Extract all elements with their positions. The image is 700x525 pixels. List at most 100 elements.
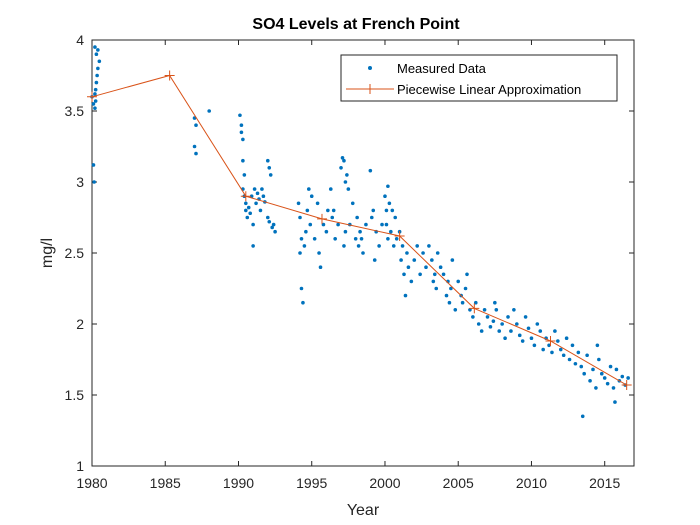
data-point — [412, 258, 417, 262]
x-tick-label: 1985 — [150, 475, 181, 491]
data-point — [608, 364, 613, 369]
approximation-vertex — [87, 91, 97, 102]
data-point — [424, 265, 428, 270]
data-point — [270, 225, 274, 230]
legend-box — [340, 54, 618, 102]
data-point — [494, 308, 499, 312]
x-tick-label: 1980 — [76, 475, 107, 491]
data-point — [391, 244, 396, 248]
data-point — [342, 244, 346, 248]
x-tick-label: 2000 — [369, 475, 400, 491]
legend-marker-approximation — [365, 84, 375, 94]
data-point — [614, 367, 619, 372]
data-point — [336, 222, 340, 227]
data-point — [532, 343, 537, 348]
data-point — [94, 80, 99, 85]
y-tick-label: 2.5 — [65, 245, 85, 261]
data-point — [384, 208, 389, 213]
x-tick-label: 1990 — [223, 475, 254, 491]
data-point — [626, 376, 630, 380]
data-point — [339, 166, 343, 170]
data-point — [597, 357, 601, 362]
data-point — [613, 400, 617, 404]
data-point — [307, 187, 311, 191]
data-point — [331, 208, 336, 213]
data-point — [258, 208, 263, 213]
data-point — [456, 279, 461, 284]
data-point — [346, 187, 351, 191]
data-point — [418, 272, 422, 277]
data-point — [403, 293, 408, 298]
data-point — [553, 329, 557, 333]
data-point — [244, 208, 248, 213]
data-point — [512, 308, 516, 312]
data-point — [252, 187, 257, 191]
data-point — [409, 279, 414, 284]
data-point — [345, 173, 349, 177]
data-point — [529, 336, 534, 341]
data-point — [358, 229, 362, 234]
data-point — [371, 208, 376, 213]
data-point — [95, 73, 99, 78]
y-axis: 1 1.5 2 2.5 3 3.5 4 — [65, 32, 634, 474]
data-point — [93, 106, 97, 110]
data-point — [541, 347, 545, 352]
data-point — [515, 322, 519, 326]
plot-area: 1 1.5 2 2.5 3 3.5 4 1980 1985 1990 1995 2000 2005 20… — [65, 32, 635, 491]
data-point — [239, 123, 244, 127]
data-point — [588, 379, 592, 383]
data-point — [315, 201, 320, 206]
y-tick-label: 3 — [76, 174, 84, 190]
data-point — [402, 272, 406, 277]
data-point — [368, 168, 373, 173]
data-point — [317, 251, 321, 255]
data-point — [580, 414, 585, 419]
data-point — [251, 244, 255, 248]
data-point — [96, 66, 100, 71]
data-point — [359, 237, 364, 241]
data-point — [550, 350, 554, 355]
data-point — [441, 272, 446, 277]
data-point — [602, 376, 607, 380]
approximation-vertex — [545, 336, 556, 347]
approximation-vertex — [394, 230, 405, 241]
data-point — [241, 137, 245, 142]
x-tick-label: 2005 — [443, 475, 474, 491]
data-point — [509, 329, 513, 333]
data-point — [447, 300, 452, 305]
data-point — [427, 244, 431, 248]
data-point — [570, 343, 575, 348]
data-point — [340, 156, 345, 160]
data-point — [582, 371, 586, 376]
approximation-vertex — [469, 303, 480, 314]
data-point — [194, 151, 198, 156]
data-point — [386, 237, 390, 241]
data-point — [380, 222, 384, 227]
data-point — [453, 308, 458, 312]
data-point — [432, 272, 437, 277]
x-tick-label: 2015 — [589, 475, 620, 491]
data-point — [564, 336, 569, 341]
data-point — [343, 180, 348, 184]
data-point — [599, 371, 604, 376]
data-point — [255, 191, 260, 196]
data-point — [207, 109, 211, 113]
data-point — [523, 315, 528, 319]
data-point — [328, 187, 333, 191]
data-point — [465, 272, 469, 277]
y-tick-label: 1.5 — [65, 387, 85, 403]
data-point — [567, 357, 572, 362]
data-point — [611, 386, 616, 390]
data-point — [356, 244, 361, 248]
data-point — [400, 244, 405, 248]
data-point — [194, 123, 198, 127]
data-point — [595, 343, 600, 348]
data-point — [265, 215, 270, 220]
data-point — [576, 350, 581, 355]
data-point — [241, 158, 245, 163]
data-point — [254, 201, 258, 206]
data-point — [535, 322, 540, 326]
data-point — [244, 201, 248, 206]
data-point — [299, 286, 304, 291]
data-point — [245, 215, 250, 220]
